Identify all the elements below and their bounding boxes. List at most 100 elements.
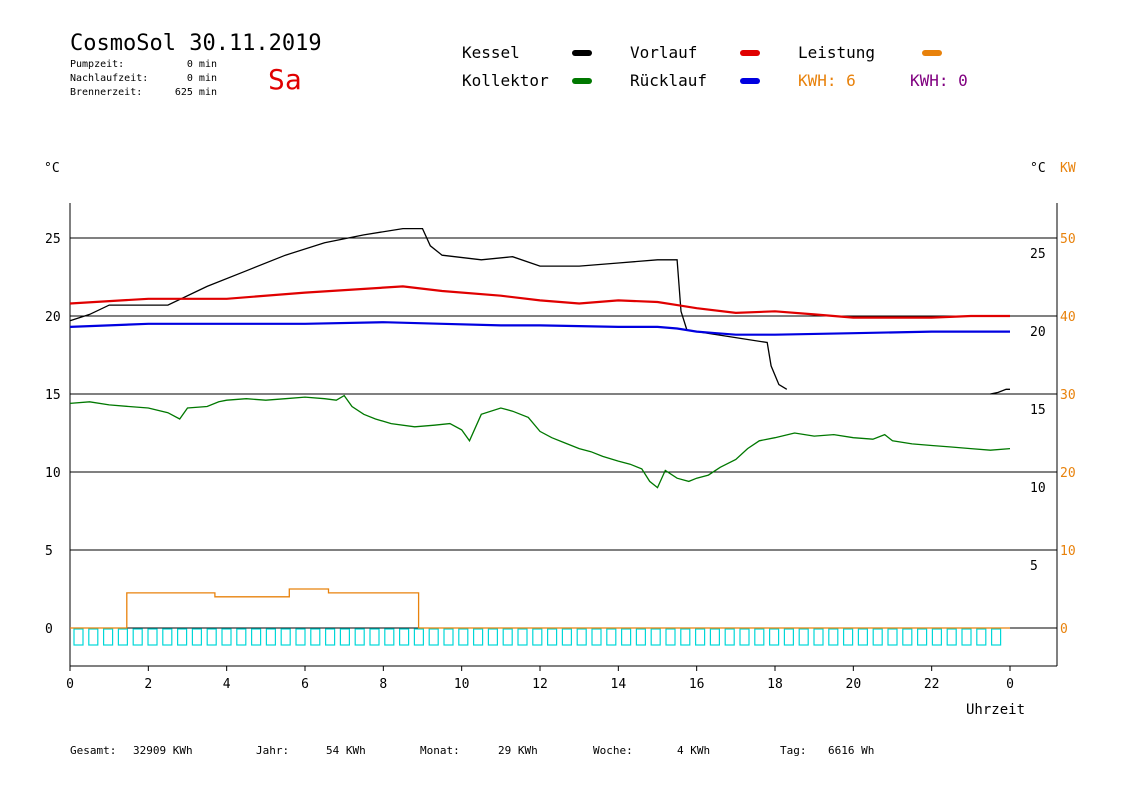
pump-indicator [561, 628, 573, 646]
right-axis-unit-celsius: °C [1030, 161, 1046, 176]
right-axis-unit-kw: KW [1060, 161, 1076, 176]
pump-indicator [665, 628, 676, 646]
pump-indicator [191, 628, 202, 646]
pump-indicator [990, 628, 1002, 646]
right-celsius-tick-label: 20 [1030, 325, 1046, 340]
legend-ruecklauf-label: Rücklauf [630, 71, 707, 90]
pump-indicator [295, 628, 306, 646]
left-tick-label: 10 [45, 466, 61, 481]
legend-kwh-second: KWH: 0 [910, 71, 968, 90]
pump-indicator [798, 628, 809, 646]
pump-indicator [887, 628, 898, 646]
x-tick-label: 2 [144, 677, 152, 692]
x-tick-label: 6 [301, 677, 309, 692]
pump-indicator [102, 628, 114, 646]
legend-leistung-label: Leistung [798, 43, 875, 62]
pump-indicator [768, 628, 780, 646]
stat-label: Nachlaufzeit: [70, 73, 148, 84]
pump-indicator [399, 628, 410, 646]
pump-indicator [473, 628, 484, 646]
pump-indicator [413, 628, 424, 646]
right-celsius-tick-label: 15 [1030, 403, 1046, 418]
weekday-label: Sa [268, 63, 302, 96]
x-tick-label: 16 [689, 677, 705, 692]
pump-indicator [931, 628, 943, 646]
pump-indicator [754, 628, 765, 646]
pump-indicator [443, 628, 454, 646]
pump-indicator [916, 628, 928, 646]
right-kw-tick-label: 40 [1060, 310, 1076, 325]
left-tick-label: 5 [45, 544, 53, 559]
right-kw-tick-label: 0 [1060, 622, 1068, 637]
pump-indicator [458, 628, 469, 646]
leistung-series-line [70, 588, 1010, 629]
pump-indicator [842, 628, 854, 646]
x-tick-label: 8 [379, 677, 387, 692]
pump-indicator [591, 628, 602, 646]
pump-indicator [635, 628, 647, 646]
pump-indicator [606, 628, 617, 646]
pump-indicator [502, 628, 513, 646]
stat-label: Brennerzeit: [70, 87, 142, 98]
woche-value: 4 KWh [677, 744, 710, 757]
x-tick-label: 18 [767, 677, 783, 692]
pump-indicator [117, 628, 129, 646]
legend-ruecklauf-swatch [740, 78, 760, 84]
kollektor-series-line [69, 394, 1011, 489]
gesamt-value: 32909 KWh [133, 744, 193, 757]
jahr-value: 54 KWh [326, 744, 366, 757]
pump-indicator [88, 628, 99, 646]
legend-kessel-label: Kessel [462, 43, 520, 62]
pump-indicator [694, 628, 706, 646]
right-kw-tick-label: 50 [1060, 232, 1076, 247]
grid-lines [70, 237, 1057, 629]
left-tick-label: 25 [45, 232, 61, 247]
pump-indicator [354, 628, 365, 646]
pump-indicator [680, 628, 691, 646]
pump-indicator [310, 628, 321, 646]
left-tick-label: 20 [45, 310, 61, 325]
pump-indicator [73, 628, 84, 646]
jahr-label: Jahr: [256, 744, 289, 757]
right-celsius-tick-label: 10 [1030, 481, 1046, 496]
right-celsius-tick-label: 5 [1030, 559, 1038, 574]
pump-indicator [976, 628, 987, 646]
y-tick-labels: 0 5 10 15 20 25 5 10 15 20 25 0 10 20 30 40 50 [45, 232, 1076, 637]
right-kw-tick-label: 10 [1060, 544, 1076, 559]
pump-indicator [280, 628, 291, 646]
pump-indicator [961, 628, 972, 646]
pump-indicator [251, 628, 262, 646]
tag-value: 6616 Wh [828, 744, 874, 757]
legend-vorlauf-swatch [740, 50, 760, 56]
pump-indicator [428, 628, 439, 646]
pump-indicator [265, 628, 276, 646]
legend-kwh-solar: KWH: 6 [798, 71, 856, 90]
legend-kollektor-swatch [572, 78, 592, 84]
stat-value: 0 min [187, 59, 217, 70]
pump-indicator [236, 628, 247, 646]
x-tick-label: 4 [223, 677, 231, 692]
stat-value: 625 min [175, 87, 217, 98]
pump-indicator [828, 628, 839, 646]
monat-label: Monat: [420, 744, 460, 757]
energy-totals: Gesamt: 32909 KWh Jahr: 54 KWh Monat: 29… [70, 744, 874, 757]
ruecklauf-series-line [69, 321, 1010, 336]
x-tick-label: 22 [924, 677, 940, 692]
pump-indicator [872, 628, 883, 646]
pump-indicator [946, 628, 957, 646]
pump-indicator-row [73, 628, 1002, 646]
pump-indicator [783, 628, 795, 646]
stat-value: 0 min [187, 73, 217, 84]
tag-label: Tag: [780, 744, 807, 757]
vorlauf-series-line [69, 285, 1010, 319]
x-tick-label: 14 [611, 677, 627, 692]
pump-indicator [546, 628, 558, 646]
pump-indicator [709, 628, 721, 646]
chart-title: CosmoSol 30.11.2019 [70, 31, 322, 56]
legend-leistung-swatch [922, 50, 942, 56]
pump-indicator [177, 628, 188, 646]
monat-value: 29 KWh [498, 744, 538, 757]
x-tick-label: 0 [1006, 677, 1014, 692]
pump-indicator [487, 628, 498, 646]
